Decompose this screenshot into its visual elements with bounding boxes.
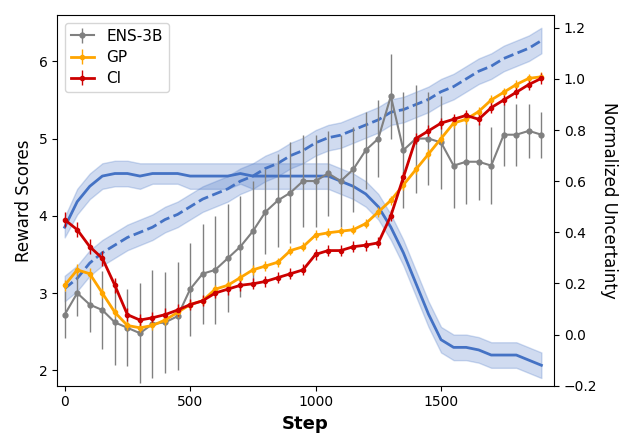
- Legend: ENS-3B, GP, CI: ENS-3B, GP, CI: [65, 23, 168, 92]
- X-axis label: Step: Step: [282, 415, 329, 433]
- Y-axis label: Normalized Uncertainty: Normalized Uncertainty: [600, 102, 618, 299]
- Y-axis label: Reward Scores: Reward Scores: [15, 139, 33, 262]
